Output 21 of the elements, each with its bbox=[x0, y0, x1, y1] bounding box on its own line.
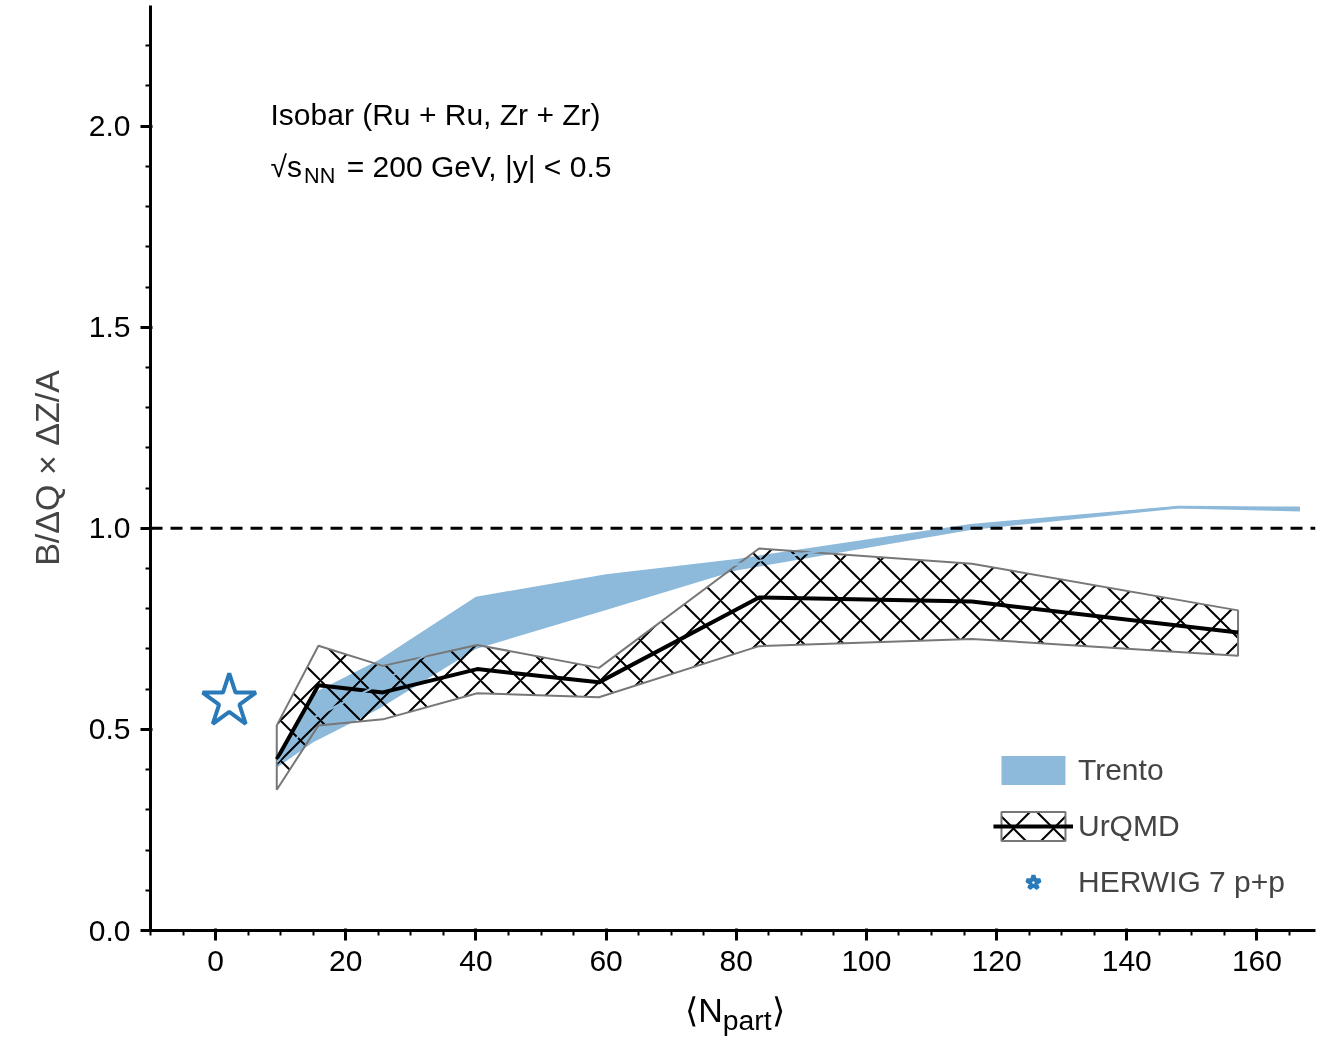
x-tick-label: 100 bbox=[841, 943, 892, 977]
x-tick-label: 20 bbox=[329, 943, 363, 977]
legend-label: UrQMD bbox=[1077, 809, 1180, 843]
x-axis-title: ⟨N$_{part}$⟩ bbox=[685, 990, 785, 1038]
y-tick-label: 1.5 bbox=[88, 310, 131, 344]
y-tick-label: 0.0 bbox=[88, 913, 131, 947]
x-tick-label: 40 bbox=[459, 943, 493, 977]
y-tick-label: 2.0 bbox=[88, 109, 131, 143]
legend-label: HERWIG 7 p+p bbox=[1077, 865, 1285, 899]
x-tick-label: 60 bbox=[589, 943, 623, 977]
line-series bbox=[274, 595, 1241, 762]
y-axis-title: B/ΔQ × ΔZ/A bbox=[27, 369, 66, 566]
y-tick-label: 0.5 bbox=[88, 712, 131, 746]
x-tick-label: 80 bbox=[719, 943, 753, 977]
legend-label: Trento bbox=[1077, 753, 1164, 787]
annotation: Isobar (Ru + Ru, Zr + Zr) bbox=[270, 98, 601, 131]
x-tick-label: 160 bbox=[1231, 943, 1282, 977]
x-tick-label: 0 bbox=[207, 943, 224, 977]
x-tick-label: 140 bbox=[1101, 943, 1152, 977]
y-tick-label: 1.0 bbox=[88, 511, 131, 545]
x-tick-label: 120 bbox=[971, 943, 1022, 977]
